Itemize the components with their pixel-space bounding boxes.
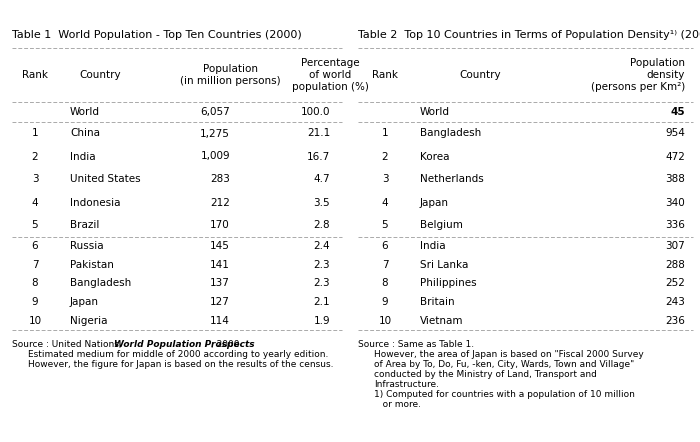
Text: 16.7: 16.7 bbox=[307, 152, 330, 161]
Text: 7: 7 bbox=[32, 260, 38, 270]
Text: 5: 5 bbox=[382, 221, 388, 230]
Text: World: World bbox=[70, 107, 100, 117]
Text: 4.7: 4.7 bbox=[314, 175, 330, 184]
Text: India: India bbox=[420, 241, 446, 251]
Text: Japan: Japan bbox=[70, 297, 99, 307]
Text: 954: 954 bbox=[665, 129, 685, 138]
Text: Russia: Russia bbox=[70, 241, 104, 251]
Text: Bangladesh: Bangladesh bbox=[420, 129, 482, 138]
Text: 2.1: 2.1 bbox=[314, 297, 330, 307]
Text: 4: 4 bbox=[382, 198, 388, 207]
Text: United States: United States bbox=[70, 175, 141, 184]
Text: However, the figure for Japan is based on the results of the census.: However, the figure for Japan is based o… bbox=[28, 360, 333, 369]
Text: 3.5: 3.5 bbox=[314, 198, 330, 207]
Text: 388: 388 bbox=[665, 175, 685, 184]
Text: 212: 212 bbox=[210, 198, 230, 207]
Text: 170: 170 bbox=[210, 221, 230, 230]
Text: Indonesia: Indonesia bbox=[70, 198, 120, 207]
Text: Nigeria: Nigeria bbox=[70, 316, 108, 326]
Text: 2.3: 2.3 bbox=[314, 260, 330, 270]
Text: 236: 236 bbox=[665, 316, 685, 326]
Text: Table 1  World Population - Top Ten Countries (2000): Table 1 World Population - Top Ten Count… bbox=[12, 30, 302, 40]
Text: 10: 10 bbox=[379, 316, 391, 326]
Text: 114: 114 bbox=[210, 316, 230, 326]
Text: Population
density
(persons per Km²): Population density (persons per Km²) bbox=[591, 58, 685, 91]
Text: 4: 4 bbox=[32, 198, 38, 207]
Text: 145: 145 bbox=[210, 241, 230, 251]
Text: 8: 8 bbox=[32, 278, 38, 289]
Text: 2.8: 2.8 bbox=[314, 221, 330, 230]
Text: 1: 1 bbox=[382, 129, 388, 138]
Text: 9: 9 bbox=[382, 297, 388, 307]
Text: 8: 8 bbox=[382, 278, 388, 289]
Text: 1: 1 bbox=[32, 129, 38, 138]
Text: 45: 45 bbox=[671, 107, 685, 117]
Text: 283: 283 bbox=[210, 175, 230, 184]
Text: Infrastructure.: Infrastructure. bbox=[374, 380, 439, 389]
Text: Source : United Nations,: Source : United Nations, bbox=[12, 340, 127, 349]
Text: 10: 10 bbox=[29, 316, 41, 326]
Text: Pakistan: Pakistan bbox=[70, 260, 114, 270]
Text: Philippines: Philippines bbox=[420, 278, 477, 289]
Text: 6: 6 bbox=[32, 241, 38, 251]
Text: conducted by the Ministry of Land, Transport and: conducted by the Ministry of Land, Trans… bbox=[374, 370, 597, 379]
Text: 1,275: 1,275 bbox=[200, 129, 230, 138]
Text: 2.3: 2.3 bbox=[314, 278, 330, 289]
Text: Vietnam: Vietnam bbox=[420, 316, 463, 326]
Text: Rank: Rank bbox=[372, 70, 398, 80]
Text: 288: 288 bbox=[665, 260, 685, 270]
Text: Table 2  Top 10 Countries in Terms of Population Density¹⁾ (2000): Table 2 Top 10 Countries in Terms of Pop… bbox=[358, 30, 700, 40]
Text: Source : Same as Table 1.: Source : Same as Table 1. bbox=[358, 340, 474, 349]
Text: 2.4: 2.4 bbox=[314, 241, 330, 251]
Text: China: China bbox=[70, 129, 100, 138]
Text: 3: 3 bbox=[382, 175, 388, 184]
Text: 3: 3 bbox=[32, 175, 38, 184]
Text: 7: 7 bbox=[382, 260, 388, 270]
Text: 2: 2 bbox=[32, 152, 38, 161]
Text: 336: 336 bbox=[665, 221, 685, 230]
Text: 141: 141 bbox=[210, 260, 230, 270]
Text: India: India bbox=[70, 152, 96, 161]
Text: Sri Lanka: Sri Lanka bbox=[420, 260, 468, 270]
Text: 137: 137 bbox=[210, 278, 230, 289]
Text: Estimated medium for middle of 2000 according to yearly edition.: Estimated medium for middle of 2000 acco… bbox=[28, 350, 328, 359]
Text: of Area by To, Do, Fu, -ken, City, Wards, Town and Village": of Area by To, Do, Fu, -ken, City, Wards… bbox=[374, 360, 634, 369]
Text: 6: 6 bbox=[382, 241, 388, 251]
Text: Country: Country bbox=[79, 70, 121, 80]
Text: Rank: Rank bbox=[22, 70, 48, 80]
Text: World: World bbox=[420, 107, 450, 117]
Text: Belgium: Belgium bbox=[420, 221, 463, 230]
Text: Population
(in million persons): Population (in million persons) bbox=[180, 64, 280, 86]
Text: Korea: Korea bbox=[420, 152, 449, 161]
Text: Bangladesh: Bangladesh bbox=[70, 278, 132, 289]
Text: 127: 127 bbox=[210, 297, 230, 307]
Text: Percentage
of world
population (%): Percentage of world population (%) bbox=[292, 58, 368, 91]
Text: 6,057: 6,057 bbox=[200, 107, 230, 117]
Text: Japan: Japan bbox=[420, 198, 449, 207]
Text: 9: 9 bbox=[32, 297, 38, 307]
Text: or more.: or more. bbox=[374, 400, 421, 409]
Text: 1,009: 1,009 bbox=[200, 152, 230, 161]
Text: 5: 5 bbox=[32, 221, 38, 230]
Text: Country: Country bbox=[459, 70, 500, 80]
Text: 2: 2 bbox=[382, 152, 388, 161]
Text: 243: 243 bbox=[665, 297, 685, 307]
Text: Netherlands: Netherlands bbox=[420, 175, 484, 184]
Text: 1) Computed for countries with a population of 10 million: 1) Computed for countries with a populat… bbox=[374, 390, 635, 399]
Text: Britain: Britain bbox=[420, 297, 454, 307]
Text: 472: 472 bbox=[665, 152, 685, 161]
Text: World Population Prospects: World Population Prospects bbox=[114, 340, 255, 349]
Text: 100.0: 100.0 bbox=[300, 107, 330, 117]
Text: However, the area of Japan is based on "Fiscal 2000 Survey: However, the area of Japan is based on "… bbox=[374, 350, 644, 359]
Text: 340: 340 bbox=[665, 198, 685, 207]
Text: , 2000: , 2000 bbox=[211, 340, 239, 349]
Text: 21.1: 21.1 bbox=[307, 129, 330, 138]
Text: 1.9: 1.9 bbox=[314, 316, 330, 326]
Text: 307: 307 bbox=[665, 241, 685, 251]
Text: Brazil: Brazil bbox=[70, 221, 99, 230]
Text: 252: 252 bbox=[665, 278, 685, 289]
